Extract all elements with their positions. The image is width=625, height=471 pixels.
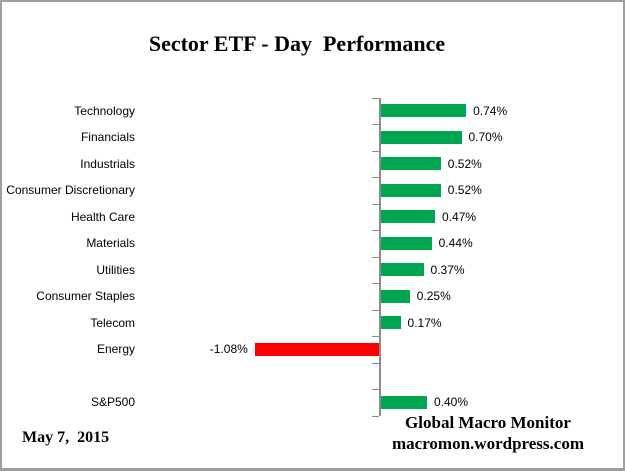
- chart-title: Sector ETF - Day Performance: [148, 31, 446, 56]
- value-label-consumer-staples: 0.25%: [416, 289, 451, 303]
- value-label-telecom: 0.17%: [407, 315, 442, 330]
- axis-tick: [372, 336, 379, 337]
- bar-s-p500: [381, 395, 427, 409]
- source-name: Global Macro Monitor: [405, 413, 571, 432]
- category-label-materials: Materials: [86, 236, 135, 250]
- bar-technology: [381, 104, 467, 118]
- category-label-utilities: Utilities: [96, 262, 135, 277]
- bar-telecom: [381, 316, 401, 330]
- value-label-industrials: 0.52%: [447, 156, 482, 171]
- date-label: May 7, 2015: [22, 429, 110, 446]
- source-url: macromon.wordpress.com: [391, 434, 584, 453]
- bar-utilities: [381, 263, 424, 277]
- category-label-health-care: Health Care: [70, 209, 135, 224]
- category-label-s-p500: S&P500: [90, 395, 135, 409]
- axis-tick: [372, 97, 379, 99]
- bar-consumer-staples: [381, 289, 410, 303]
- value-label-technology: 0.74%: [473, 103, 508, 118]
- bar-consumer-discretionary: [381, 183, 441, 197]
- value-label-materials: 0.44%: [438, 236, 473, 250]
- source-attribution: Global Macro Monitor macromon.wordpress.…: [370, 412, 606, 454]
- category-label-energy: Energy: [96, 342, 135, 356]
- axis-tick: [372, 283, 379, 284]
- axis-tick: [372, 415, 379, 417]
- value-label-energy: -1.08%: [209, 342, 248, 356]
- value-label-s-p500: 0.40%: [434, 395, 469, 409]
- value-label-utilities: 0.37%: [430, 262, 465, 277]
- bar-financials: [381, 130, 462, 144]
- bar-health-care: [381, 210, 436, 224]
- zero-axis-line: [379, 97, 381, 416]
- bar-energy: [254, 342, 379, 356]
- axis-tick: [372, 124, 379, 125]
- axis-tick: [372, 203, 379, 205]
- value-label-consumer-discretionary: 0.52%: [447, 183, 482, 197]
- axis-tick: [372, 230, 379, 231]
- axis-tick: [372, 256, 379, 258]
- value-label-health-care: 0.47%: [442, 209, 477, 224]
- category-label-technology: Technology: [74, 103, 135, 118]
- category-label-consumer-discretionary: Consumer Discretionary: [6, 183, 135, 197]
- category-label-financials: Financials: [80, 130, 135, 144]
- axis-tick: [372, 389, 379, 390]
- axis-tick: [372, 309, 379, 311]
- axis-tick: [372, 150, 379, 152]
- value-label-financials: 0.70%: [468, 130, 503, 144]
- axis-tick: [372, 177, 379, 178]
- axis-tick: [372, 362, 379, 364]
- bar-materials: [381, 236, 432, 250]
- bar-industrials: [381, 157, 441, 171]
- category-label-consumer-staples: Consumer Staples: [36, 289, 135, 303]
- category-label-telecom: Telecom: [90, 315, 135, 330]
- category-label-industrials: Industrials: [80, 156, 135, 171]
